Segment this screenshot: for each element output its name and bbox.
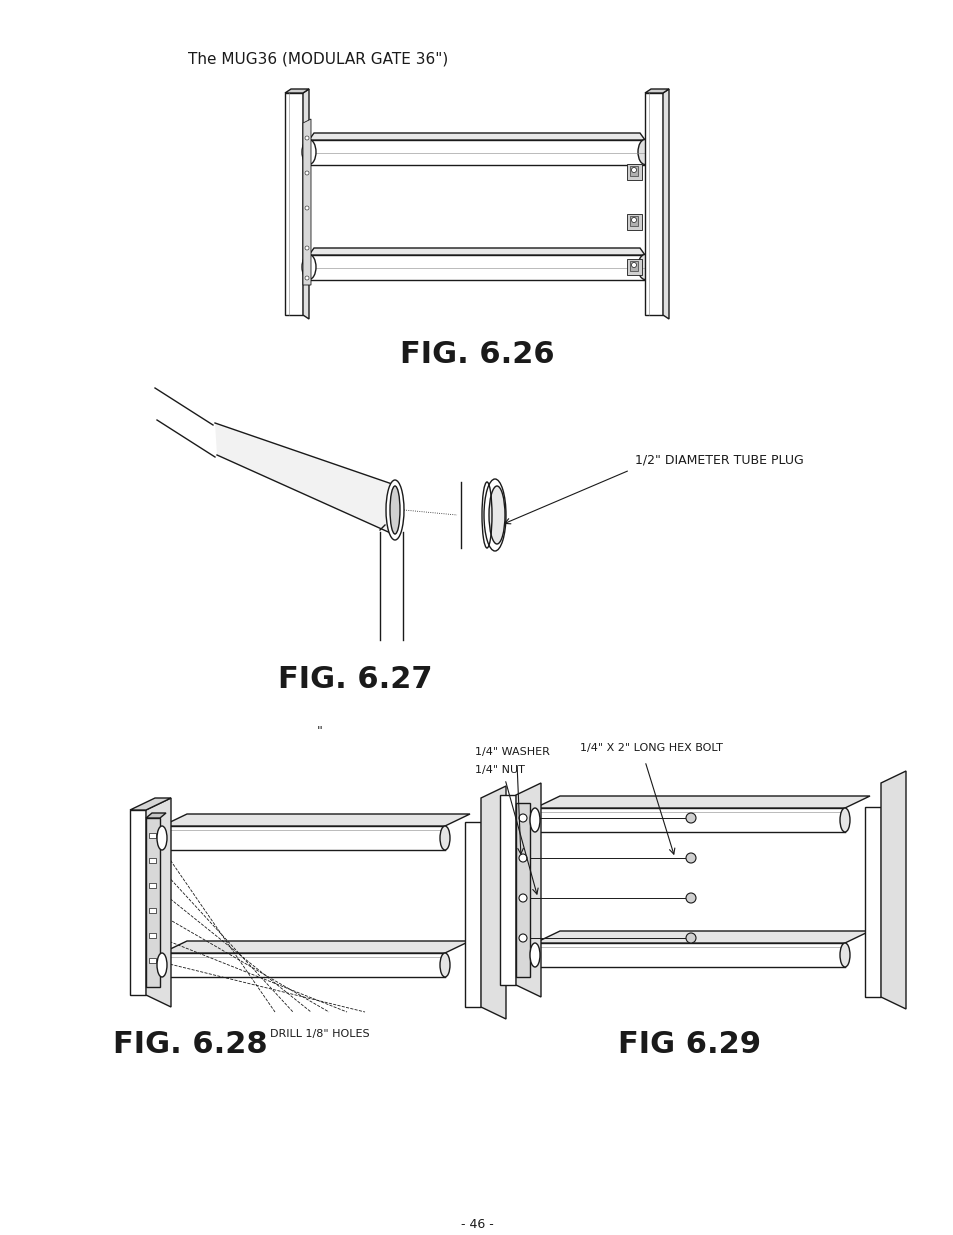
Bar	[130, 810, 146, 995]
Polygon shape	[644, 89, 668, 93]
Text: 1/4" X 2" LONG HEX BOLT: 1/4" X 2" LONG HEX BOLT	[579, 743, 722, 753]
Ellipse shape	[483, 479, 505, 551]
Polygon shape	[480, 785, 505, 1019]
Circle shape	[631, 168, 636, 173]
Text: FIG 6.29: FIG 6.29	[618, 1030, 760, 1058]
Bar	[626, 259, 641, 275]
Text: 1/4" WASHER: 1/4" WASHER	[475, 747, 549, 757]
Bar	[149, 832, 156, 839]
Circle shape	[685, 893, 696, 903]
Ellipse shape	[530, 944, 539, 967]
Text: DRILL 1/8" HOLES: DRILL 1/8" HOLES	[270, 1029, 370, 1039]
Bar	[644, 93, 662, 315]
Bar	[516, 803, 530, 977]
Circle shape	[685, 932, 696, 944]
Bar	[149, 932, 156, 939]
Circle shape	[518, 814, 526, 823]
Bar	[629, 165, 638, 177]
Text: - 46 -: - 46 -	[460, 1218, 493, 1231]
Polygon shape	[303, 89, 309, 319]
Ellipse shape	[390, 487, 399, 534]
Polygon shape	[309, 140, 644, 165]
Circle shape	[305, 275, 309, 280]
Bar	[149, 883, 156, 888]
Circle shape	[631, 263, 636, 268]
Bar	[149, 958, 156, 963]
Circle shape	[305, 206, 309, 210]
Bar	[146, 818, 160, 987]
Polygon shape	[535, 931, 869, 944]
Bar	[285, 93, 303, 315]
Polygon shape	[162, 814, 470, 826]
Polygon shape	[146, 798, 171, 1007]
Polygon shape	[662, 89, 668, 319]
Polygon shape	[130, 798, 171, 810]
Polygon shape	[516, 783, 540, 997]
Text: 1/2" DIAMETER TUBE PLUG: 1/2" DIAMETER TUBE PLUG	[635, 453, 803, 467]
Bar	[864, 806, 880, 997]
Ellipse shape	[386, 480, 403, 540]
Polygon shape	[309, 248, 644, 254]
Circle shape	[305, 246, 309, 249]
Circle shape	[685, 853, 696, 863]
Bar	[149, 858, 156, 863]
Polygon shape	[162, 941, 470, 953]
Ellipse shape	[302, 254, 315, 279]
Polygon shape	[309, 254, 644, 280]
Circle shape	[685, 813, 696, 823]
Ellipse shape	[638, 254, 651, 279]
Text: The MUG36 (MODULAR GATE 36"): The MUG36 (MODULAR GATE 36")	[188, 52, 448, 67]
Ellipse shape	[530, 808, 539, 832]
Ellipse shape	[840, 808, 849, 832]
Circle shape	[518, 894, 526, 902]
Ellipse shape	[638, 140, 651, 164]
Text: FIG. 6.27: FIG. 6.27	[277, 664, 432, 694]
Polygon shape	[880, 771, 905, 1009]
Ellipse shape	[439, 826, 450, 850]
Text: ": "	[316, 725, 323, 739]
Bar	[499, 795, 516, 986]
Text: 1/4" NUT: 1/4" NUT	[475, 764, 524, 776]
Polygon shape	[309, 133, 644, 140]
Polygon shape	[146, 813, 166, 818]
Ellipse shape	[840, 944, 849, 967]
Circle shape	[305, 170, 309, 175]
Ellipse shape	[157, 826, 167, 850]
Circle shape	[518, 853, 526, 862]
Bar	[629, 216, 638, 226]
Circle shape	[518, 934, 526, 942]
Bar	[464, 823, 480, 1007]
Ellipse shape	[439, 953, 450, 977]
Ellipse shape	[157, 953, 167, 977]
Text: FIG. 6.26: FIG. 6.26	[399, 340, 554, 369]
Text: FIG. 6.28: FIG. 6.28	[112, 1030, 267, 1058]
Ellipse shape	[302, 140, 315, 164]
Circle shape	[305, 136, 309, 140]
Polygon shape	[214, 424, 395, 535]
Bar	[629, 261, 638, 270]
Polygon shape	[535, 797, 869, 808]
Circle shape	[631, 217, 636, 222]
Bar	[149, 908, 156, 913]
Bar	[626, 164, 641, 180]
Ellipse shape	[489, 487, 504, 543]
Polygon shape	[303, 119, 311, 285]
Bar	[626, 214, 641, 230]
Polygon shape	[285, 89, 309, 93]
